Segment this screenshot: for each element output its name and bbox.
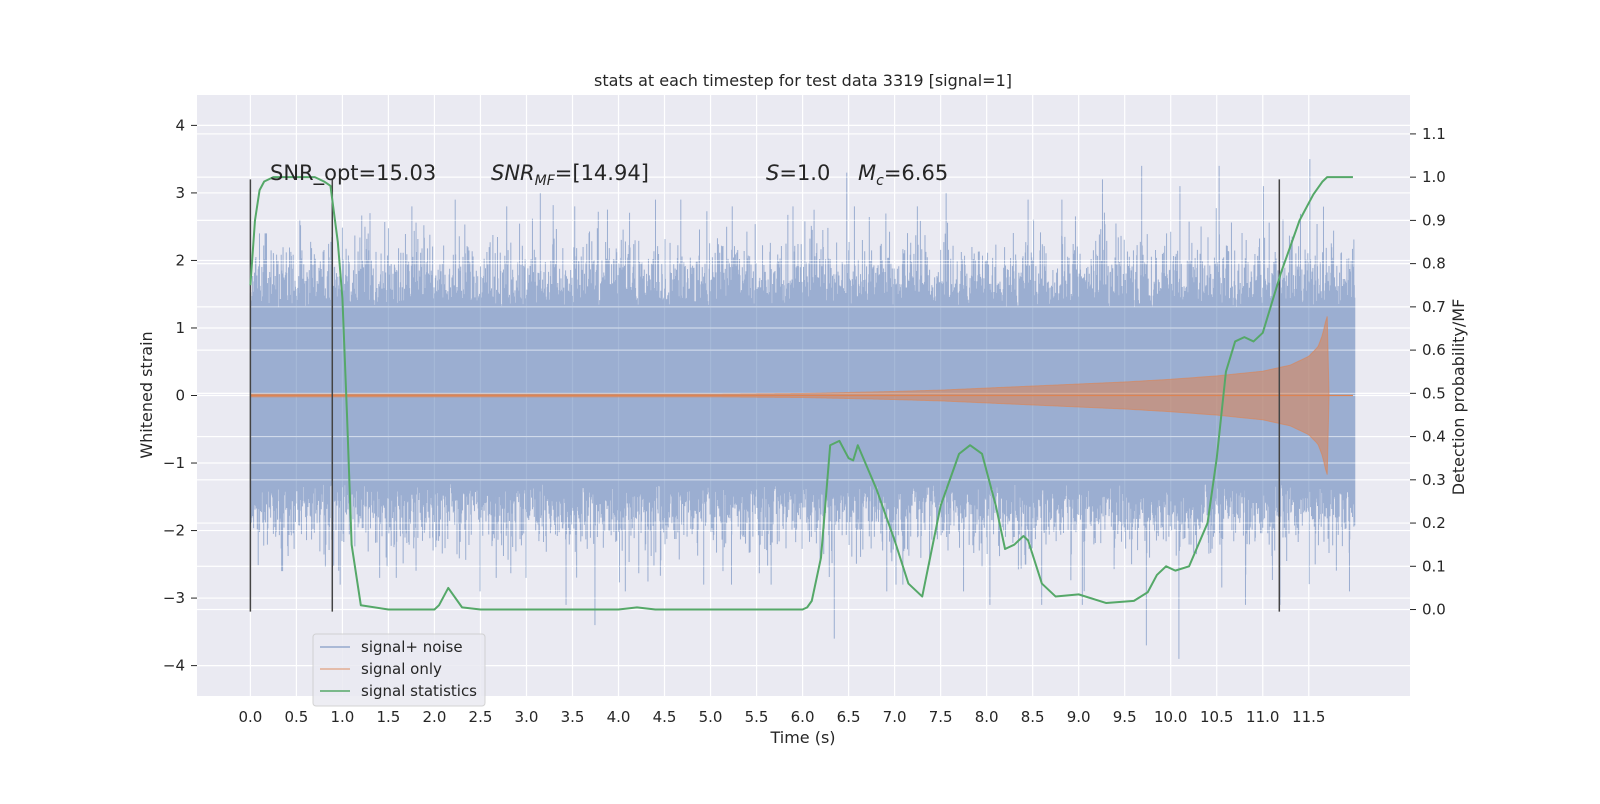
s-symbol: S	[766, 161, 779, 185]
y-left-tick-label: 1	[175, 319, 185, 337]
y-left-tick-label: 2	[175, 251, 185, 269]
y-right-tick-label: 0.1	[1422, 557, 1446, 575]
x-tick-label: 4.0	[607, 708, 631, 726]
x-tick-label: 5.0	[699, 708, 723, 726]
mc-subscript: c	[876, 173, 884, 189]
x-tick-label: 2.5	[469, 708, 493, 726]
x-tick-label: 9.5	[1113, 708, 1137, 726]
y-axis-right-label: Detection probability/MF	[1449, 299, 1468, 496]
legend: signal+ noise signal only signal statist…	[312, 633, 486, 707]
x-tick-label: 4.5	[653, 708, 677, 726]
snr-mf-symbol: SNR	[491, 161, 535, 185]
y-right-tick-label: 1.0	[1422, 168, 1446, 186]
x-tick-label: 7.5	[929, 708, 953, 726]
chart-title: stats at each timestep for test data 331…	[594, 71, 1012, 90]
y-right-tick-label: 0.9	[1422, 211, 1446, 229]
legend-box	[312, 633, 486, 707]
y-left-tick-label: −1	[163, 454, 185, 472]
x-tick-label: 8.0	[975, 708, 999, 726]
y-left-tick-label: −2	[163, 522, 185, 540]
y-left-tick-label: 4	[175, 116, 185, 134]
x-axis-label: Time (s)	[769, 728, 835, 747]
y-right-tick-label: 0.2	[1422, 514, 1446, 532]
legend-label-signal-statistics: signal statistics	[361, 682, 477, 700]
y-left-tick-label: 3	[175, 184, 185, 202]
y-left-tick-label: −3	[163, 589, 185, 607]
y-right-tick-label: 0.6	[1422, 341, 1446, 359]
signal-statistics-line	[249, 176, 1353, 611]
x-tick-label: 3.5	[561, 708, 585, 726]
x-tick-label: 0.5	[284, 708, 308, 726]
mc-symbol: M	[858, 161, 876, 185]
y-right-tick-label: 0.5	[1422, 384, 1446, 402]
x-axis-ticks: 0.0 0.5 1.0 1.5 2.0 2.5 3.0 3.5 4.0 4.5 5.0 5.5 6.0 6…	[238, 708, 1325, 726]
y-axis-left-label: Whitened strain	[137, 331, 156, 458]
signal-statistics-series	[249, 176, 1353, 611]
y-right-tick-label: 0.0	[1422, 601, 1446, 619]
y-left-tick-label: −4	[163, 657, 185, 675]
y-right-tick-label: 0.3	[1422, 471, 1446, 489]
y-left-tick-label: 0	[175, 387, 185, 405]
y-right-tick-label: 0.8	[1422, 255, 1446, 273]
mc-annotation: Mc=6.65	[858, 161, 948, 189]
x-tick-label: 10.5	[1200, 708, 1233, 726]
s-annotation: S=1.0	[766, 161, 830, 185]
legend-label-signal-noise: signal+ noise	[361, 638, 463, 656]
x-tick-label: 7.0	[883, 708, 907, 726]
x-tick-label: 0.0	[238, 708, 262, 726]
x-tick-label: 1.5	[376, 708, 400, 726]
y-right-tick-label: 1.1	[1422, 125, 1446, 143]
signal-only-series	[249, 316, 1353, 475]
legend-label-signal-only: signal only	[361, 660, 442, 678]
x-tick-label: 11.5	[1292, 708, 1325, 726]
y-right-tick-label: 0.4	[1422, 428, 1446, 446]
x-tick-label: 10.0	[1154, 708, 1187, 726]
x-tick-label: 11.0	[1246, 708, 1279, 726]
snr-mf-subscript: MF	[535, 173, 556, 189]
snr-mf-value: =[14.94]	[555, 161, 649, 185]
snr-mf-annotation: SNRMF=[14.94]	[491, 161, 649, 189]
x-tick-label: 6.0	[791, 708, 815, 726]
x-tick-label: 5.5	[745, 708, 769, 726]
x-tick-label: 6.5	[837, 708, 861, 726]
x-tick-label: 8.5	[1021, 708, 1045, 726]
y-right-tick-label: 0.7	[1422, 298, 1446, 316]
snr-opt-annotation: SNR_opt=15.03	[270, 161, 436, 186]
s-value: =1.0	[779, 161, 830, 185]
x-tick-label: 3.0	[515, 708, 539, 726]
y-axis-left-ticks: 4 3 2 1 0 −1 −2 −3 −4	[163, 116, 197, 675]
x-tick-label: 2.0	[423, 708, 447, 726]
mc-value: =6.65	[884, 161, 948, 185]
x-tick-label: 9.0	[1067, 708, 1091, 726]
x-tick-label: 1.0	[330, 708, 354, 726]
y-axis-right-ticks: 1.1 1.0 0.9 0.8 0.7 0.6 0.5 0.4 0.3 0.2 0.1 0.0	[1410, 125, 1446, 619]
marker-lines	[249, 179, 1281, 612]
